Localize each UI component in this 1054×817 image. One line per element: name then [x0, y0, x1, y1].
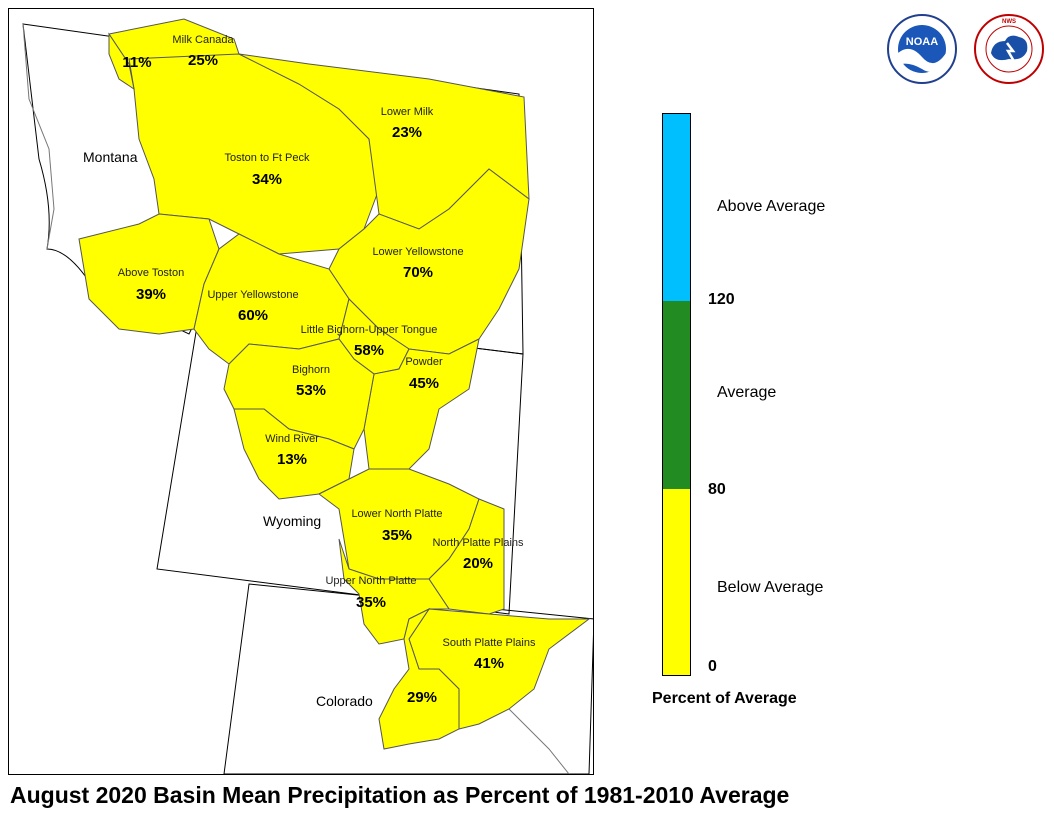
legend-label-average: Average	[717, 384, 777, 401]
legend-swatch-average	[663, 301, 690, 489]
basin-name: Wind River	[265, 433, 319, 445]
basin-percent: 11%	[122, 54, 151, 71]
basin-percent: 60%	[238, 307, 268, 324]
map-title: August 2020 Basin Mean Precipitation as …	[10, 782, 790, 808]
svg-text:NWS: NWS	[1002, 19, 1016, 25]
basin-name: Little Bighorn-Upper Tongue	[301, 324, 438, 336]
basin-percent: 70%	[403, 264, 433, 281]
basin-name: Bighorn	[292, 364, 330, 376]
basin-name: Above Toston	[118, 267, 184, 279]
legend-color-bar	[662, 113, 691, 676]
basin-percent: 35%	[356, 594, 386, 611]
basin-name: Powder	[405, 356, 443, 368]
basin-percent: 13%	[277, 451, 307, 468]
legend-swatch-below-average	[663, 489, 690, 675]
basin-percent: 25%	[188, 52, 218, 69]
basin-11pct	[108, 32, 135, 91]
basin-map: Montana Wyoming Colorado Milk Canada 25%…	[8, 8, 594, 775]
basin-percent: 34%	[252, 171, 282, 188]
mt-west-border	[22, 23, 55, 250]
basin-name: Toston to Ft Peck	[225, 152, 310, 164]
legend-label-below-average: Below Average	[717, 579, 824, 596]
basin-percent: 20%	[463, 555, 493, 572]
basin-name: Milk Canada	[172, 34, 234, 46]
basin-name: Lower Yellowstone	[372, 246, 463, 258]
basin-percent: 29%	[407, 689, 437, 706]
basin-name: Upper North Platte	[325, 575, 416, 587]
basin-south-platte-mountains	[378, 607, 460, 750]
map-canvas: Montana Wyoming Colorado Milk Canada 25%…	[22, 18, 593, 774]
state-label-wyoming: Wyoming	[263, 513, 321, 529]
basin-percent: 45%	[409, 375, 439, 392]
basin-percent: 39%	[136, 286, 166, 303]
nws-logo: NWS	[973, 13, 1045, 85]
basin-percent: 58%	[354, 342, 384, 359]
basin-percent: 53%	[296, 382, 326, 399]
legend-swatch-above-average	[663, 114, 690, 301]
noaa-logo-text: NOAA	[906, 36, 938, 48]
basin-name: Lower Milk	[381, 106, 434, 118]
basin-name: South Platte Plains	[443, 637, 536, 649]
basin-name: North Platte Plains	[432, 537, 524, 549]
basin-name: Lower North Platte	[351, 508, 442, 520]
noaa-logo: NOAA	[886, 13, 958, 85]
basin-name: Upper Yellowstone	[207, 289, 298, 301]
basin-percent: 41%	[474, 655, 504, 672]
se-border	[508, 708, 570, 774]
legend-tick-120: 120	[708, 291, 735, 308]
basin-percent: 35%	[382, 527, 412, 544]
state-label-montana: Montana	[83, 149, 138, 165]
legend-title: Percent of Average	[652, 690, 797, 707]
legend-tick-80: 80	[708, 481, 726, 498]
legend-label-above-average: Above Average	[717, 198, 826, 215]
legend-tick-0: 0	[708, 658, 717, 675]
state-label-colorado: Colorado	[316, 693, 373, 709]
basin-percent: 23%	[392, 124, 422, 141]
basin-labels: Milk Canada 25% 11% Lower Milk 23% Tosto…	[118, 34, 536, 706]
